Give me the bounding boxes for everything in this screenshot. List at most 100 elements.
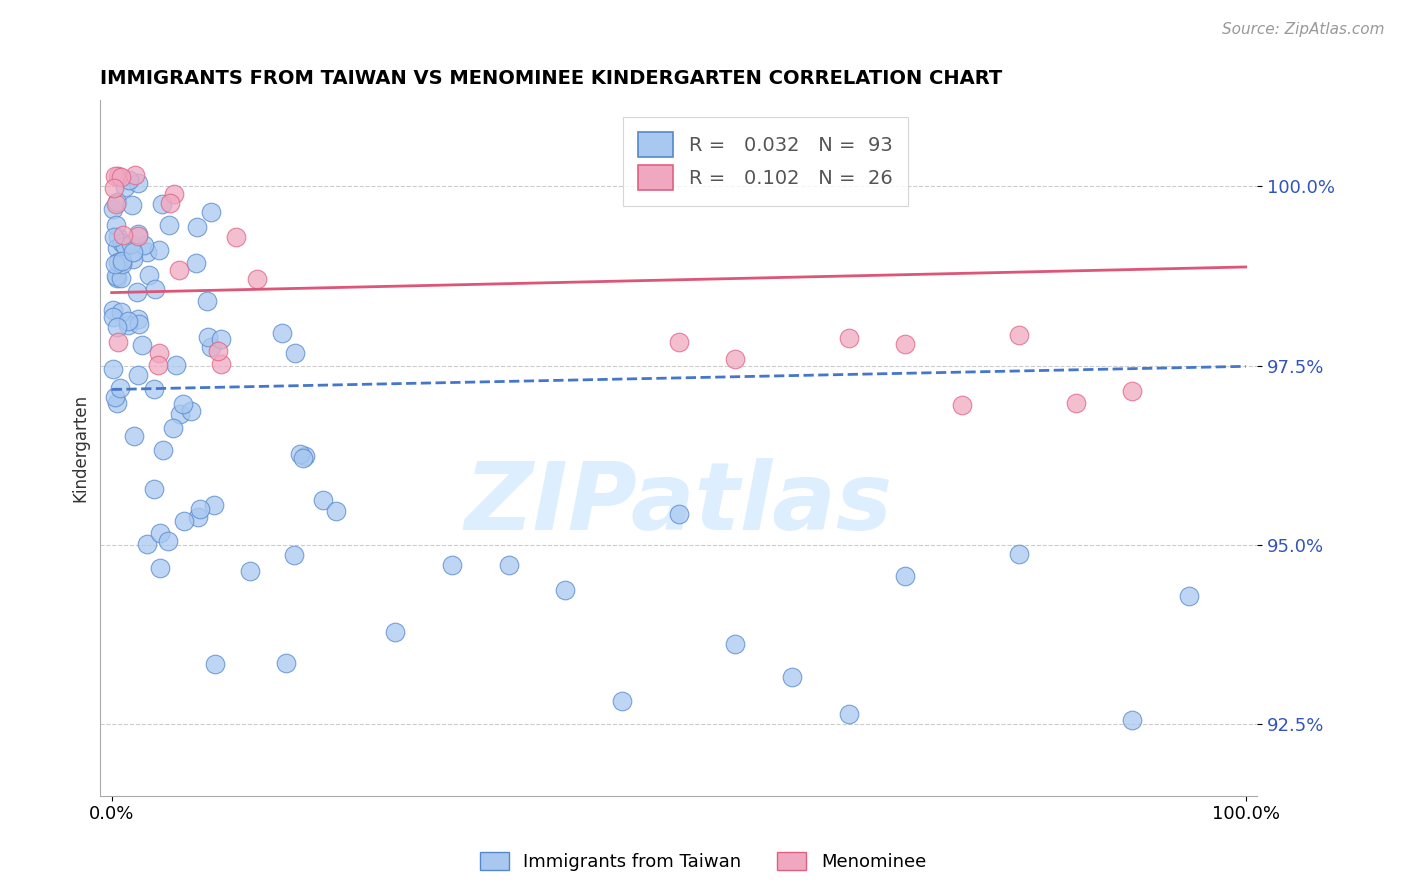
Point — [209, 357, 232, 371]
Point — [134, 238, 156, 252]
Point — [894, 336, 917, 351]
Point — [186, 219, 208, 234]
Point — [111, 227, 134, 242]
Point — [135, 244, 157, 259]
Point — [104, 169, 127, 183]
Text: Source: ZipAtlas.com: Source: ZipAtlas.com — [1222, 22, 1385, 37]
Point — [163, 187, 186, 202]
Point — [1008, 328, 1031, 343]
Point — [127, 368, 149, 382]
Point — [101, 302, 124, 317]
Point — [197, 330, 219, 344]
Point — [143, 483, 166, 497]
Point — [148, 358, 170, 372]
Point — [148, 346, 170, 360]
Point — [1178, 589, 1201, 603]
Point — [173, 514, 195, 528]
Point — [1008, 547, 1031, 561]
Point — [498, 558, 520, 572]
Point — [207, 343, 229, 358]
Point — [325, 504, 347, 518]
Point — [294, 449, 316, 463]
Point — [114, 180, 136, 194]
Point — [143, 281, 166, 295]
Point — [121, 198, 143, 212]
Point — [187, 510, 209, 524]
Point — [107, 230, 129, 244]
Point — [204, 657, 226, 672]
Point — [131, 338, 153, 352]
Point — [103, 202, 125, 217]
Text: IMMIGRANTS FROM TAIWAN VS MENOMINEE KINDERGARTEN CORRELATION CHART: IMMIGRANTS FROM TAIWAN VS MENOMINEE KIND… — [100, 69, 1002, 87]
Point — [162, 420, 184, 434]
Point — [159, 196, 181, 211]
Point — [121, 245, 143, 260]
Point — [124, 169, 146, 183]
Point — [838, 331, 860, 345]
Point — [610, 694, 633, 708]
Point — [188, 502, 211, 516]
Point — [150, 197, 173, 211]
Point — [180, 404, 202, 418]
Point — [149, 525, 172, 540]
Point — [101, 361, 124, 376]
Point — [138, 268, 160, 282]
Point — [724, 636, 747, 650]
Point — [290, 447, 312, 461]
Point — [104, 256, 127, 270]
Point — [117, 318, 139, 333]
Point — [724, 351, 747, 366]
Point — [167, 263, 190, 277]
Point — [111, 236, 134, 251]
Point — [239, 565, 262, 579]
Point — [838, 706, 860, 721]
Point — [1121, 713, 1143, 727]
Point — [103, 181, 125, 195]
Point — [149, 560, 172, 574]
Point — [894, 568, 917, 582]
Point — [127, 312, 149, 326]
Point — [135, 537, 157, 551]
Point — [384, 624, 406, 639]
Point — [283, 549, 305, 563]
Point — [111, 254, 134, 268]
Point — [143, 383, 166, 397]
Point — [110, 169, 132, 184]
Point — [101, 310, 124, 324]
Point — [110, 270, 132, 285]
Point — [271, 326, 294, 341]
Point — [291, 450, 314, 465]
Point — [1064, 396, 1087, 410]
Point — [121, 252, 143, 267]
Point — [284, 345, 307, 359]
Point — [246, 271, 269, 285]
Point — [108, 381, 131, 395]
Point — [200, 205, 222, 219]
Point — [110, 305, 132, 319]
Point — [105, 395, 128, 409]
Point — [104, 218, 127, 232]
Point — [157, 218, 180, 232]
Point — [276, 657, 298, 671]
Point — [554, 582, 576, 597]
Point — [104, 390, 127, 404]
Point — [173, 397, 195, 411]
Legend: R =   0.032   N =  93, R =   0.102   N =  26: R = 0.032 N = 93, R = 0.102 N = 26 — [623, 117, 908, 206]
Point — [127, 228, 149, 243]
Point — [105, 197, 128, 211]
Point — [105, 268, 128, 283]
Point — [107, 320, 129, 334]
Point — [127, 285, 149, 299]
Legend: Immigrants from Taiwan, Menominee: Immigrants from Taiwan, Menominee — [472, 845, 934, 879]
Point — [668, 508, 690, 522]
Point — [204, 498, 226, 512]
Point — [440, 558, 463, 573]
Point — [105, 271, 128, 285]
Point — [148, 243, 170, 257]
Point — [195, 293, 218, 308]
Point — [184, 256, 207, 270]
Point — [668, 335, 690, 350]
Point — [209, 332, 232, 346]
Point — [111, 257, 134, 271]
Point — [165, 358, 187, 372]
